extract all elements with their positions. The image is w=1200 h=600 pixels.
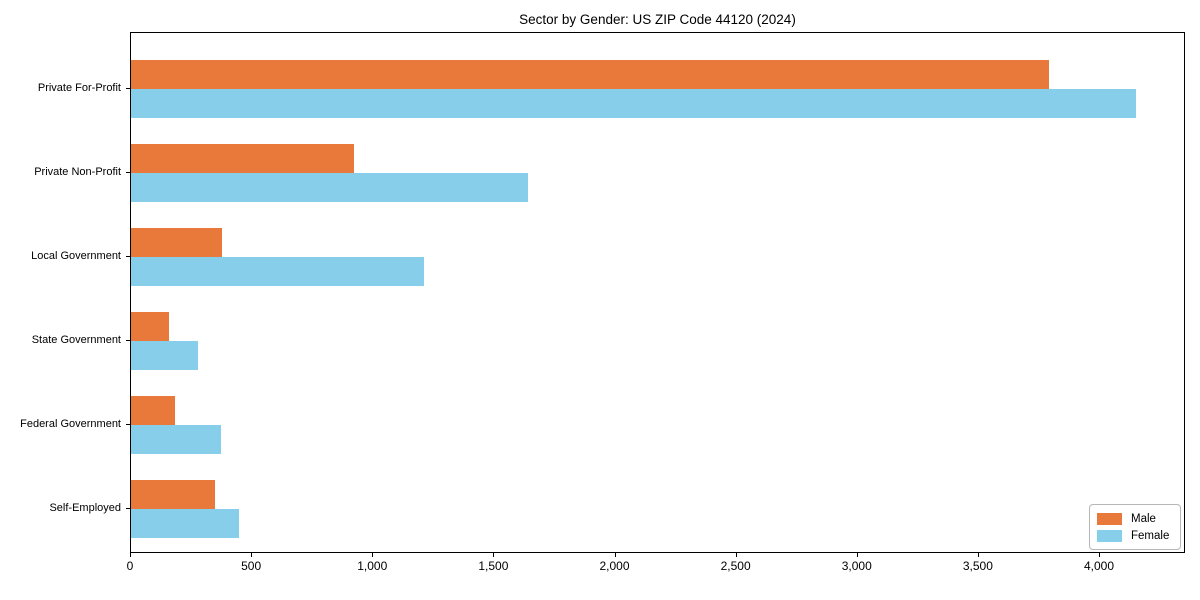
- female-series-swatch: [1097, 529, 1122, 542]
- bar-female-state-government: [131, 341, 198, 370]
- xtick-mark: [1099, 553, 1100, 557]
- xtick-mark: [372, 553, 374, 557]
- xtick-mark: [493, 553, 495, 557]
- bar-male-self-employed: [131, 480, 215, 509]
- ytick-mark: [126, 256, 130, 257]
- ytick-mark: [126, 424, 130, 425]
- legend-label-female: Female: [1131, 529, 1170, 542]
- legend-item-female: Female: [1097, 527, 1172, 544]
- ytick-label-federal-government: Federal Government: [20, 418, 121, 430]
- bar-female-federal-government: [131, 425, 221, 454]
- ytick-label-private-non-profit: Private Non-Profit: [34, 166, 121, 178]
- xtick-mark: [130, 553, 131, 557]
- chart-title: Sector by Gender: US ZIP Code 44120 (202…: [519, 12, 796, 27]
- xtick-label-2000: 2,000: [599, 559, 630, 573]
- legend: Male Female: [1089, 504, 1181, 550]
- bar-female-self-employed: [131, 509, 239, 538]
- bar-male-local-government: [131, 228, 222, 257]
- legend-item-male: Male: [1097, 510, 1172, 527]
- xtick-label-500: 500: [241, 559, 262, 573]
- bar-female-private-for-profit: [131, 89, 1136, 118]
- xtick-label-1000: 1,000: [357, 559, 388, 573]
- ytick-mark: [126, 508, 130, 509]
- bar-female-private-non-profit: [131, 173, 528, 202]
- ytick-label-private-for-profit: Private For-Profit: [37, 82, 121, 94]
- ytick-label-self-employed: Self-Employed: [49, 502, 121, 514]
- ytick-mark: [126, 172, 130, 173]
- xtick-label-0: 0: [126, 559, 134, 573]
- xtick-label-4000: 4,000: [1083, 559, 1115, 573]
- xtick-label-3000: 3,000: [841, 559, 872, 573]
- bar-male-federal-government: [131, 396, 175, 425]
- bar-female-local-government: [131, 257, 424, 286]
- bar-male-state-government: [131, 312, 169, 341]
- bar-male-private-for-profit: [131, 60, 1049, 89]
- legend-label-male: Male: [1131, 512, 1156, 525]
- xtick-label-3500: 3,500: [962, 559, 993, 573]
- male-series-swatch: [1097, 512, 1122, 525]
- ytick-label-local-government: Local Government: [31, 250, 121, 262]
- ytick-mark: [126, 88, 130, 89]
- bar-male-private-non-profit: [131, 144, 354, 173]
- ytick-mark: [126, 340, 130, 341]
- xtick-label-2500: 2,500: [720, 559, 751, 573]
- xtick-mark: [977, 553, 979, 557]
- xtick-mark: [614, 553, 616, 557]
- xtick-mark: [856, 553, 858, 557]
- xtick-mark: [251, 553, 253, 557]
- xtick-label-1500: 1,500: [478, 559, 509, 573]
- xtick-mark: [735, 553, 737, 557]
- ytick-label-state-government: State Government: [31, 334, 121, 346]
- plot-area: [130, 32, 1185, 553]
